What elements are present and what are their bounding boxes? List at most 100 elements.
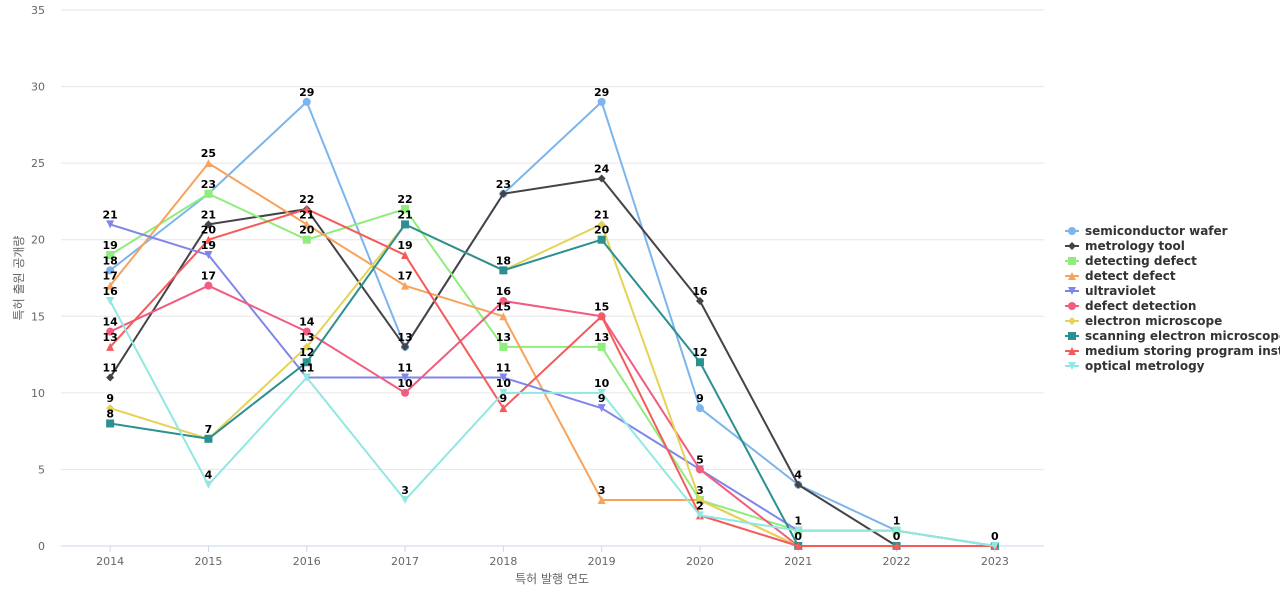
series-defect-detection [106,281,999,550]
data-label: 19 [201,239,216,252]
data-label: 4 [794,469,802,482]
data-label: 11 [102,362,117,375]
y-tick-label: 10 [31,387,45,400]
data-label: 13 [594,331,609,344]
legend-item-medium-storing-program-inst: medium storing program inst... [1065,344,1280,358]
legend-marker [1068,332,1076,340]
point-electron-microscope [597,220,606,229]
point-medium-storing-program-inst [302,205,311,214]
series-line-medium-storing-program-inst [109,208,996,547]
data-label: 21 [594,208,609,221]
data-label: 15 [594,300,609,313]
data-label: 9 [598,392,606,405]
y-tick-label: 35 [31,4,45,17]
point-medium-storing-program-inst [204,235,213,244]
y-tick-label: 25 [31,157,45,170]
data-label: 21 [102,208,117,221]
series-line-detect-defect [109,162,996,547]
data-label: 4 [205,469,213,482]
legend-label: electron microscope [1085,314,1222,328]
data-label: 23 [201,178,216,191]
point-optical-metrology [794,526,803,535]
data-label: 21 [397,208,412,221]
data-label: 12 [692,346,707,359]
data-label: 14 [299,316,315,329]
point-detecting-defect [106,251,115,260]
data-label: 1 [794,515,802,528]
series-line-defect-detection [109,284,996,547]
point-scanning-electron-microscope [204,434,213,443]
point-optical-metrology [302,373,311,382]
point-detecting-defect [597,342,606,351]
data-label: 11 [299,362,314,375]
data-label: 5 [696,453,704,466]
legend-label: medium storing program inst... [1085,344,1280,358]
legend-marker [1068,287,1076,295]
data-label: 10 [496,377,512,390]
data-label: 18 [496,254,511,267]
point-medium-storing-program-inst [597,312,606,321]
legend-item-scanning-electron-microscope: scanning electron microscope [1065,329,1280,343]
series-semiconductor-wafer [106,97,999,550]
series-electron-microscope [106,220,999,550]
data-label: 3 [696,484,704,497]
data-label: 3 [401,484,409,497]
data-label: 15 [496,300,511,313]
data-label: 21 [201,208,216,221]
y-tick-label: 30 [31,81,45,94]
series-detect-defect [106,159,999,550]
data-label: 29 [594,86,609,99]
point-optical-metrology [892,526,901,535]
point-ultraviolet [204,251,213,260]
legend-item-optical-metrology: optical metrology [1065,359,1205,373]
legend-label: metrology tool [1085,239,1185,253]
series-line-electron-microscope [109,223,996,547]
data-label: 13 [299,331,314,344]
point-optical-metrology [990,542,999,550]
point-scanning-electron-microscope [499,266,508,275]
data-label: 10 [594,377,610,390]
series-layer [106,97,999,550]
point-optical-metrology [499,388,508,397]
point-medium-storing-program-inst [401,251,410,260]
point-metrology-tool [401,342,410,351]
data-label: 25 [201,147,216,160]
legend-item-semiconductor-wafer: semiconductor wafer [1065,224,1228,238]
point-detect-defect [106,281,115,290]
series-line-ultraviolet [109,223,996,547]
legend-marker [1068,317,1076,325]
y-tick-label: 15 [31,310,45,323]
point-defect-detection [204,281,213,290]
data-label: 11 [496,362,511,375]
data-label: 10 [397,377,413,390]
data-label: 23 [496,178,511,191]
data-label: 9 [696,392,704,405]
legend-item-ultraviolet: ultraviolet [1065,284,1156,298]
point-defect-detection [106,327,115,336]
data-label: 13 [102,331,117,344]
point-optical-metrology [401,496,410,505]
point-medium-storing-program-inst [892,542,901,550]
data-label-layer: 2119181716141311982523212019177429222120… [102,86,999,543]
legend-marker [1068,347,1076,355]
point-scanning-electron-microscope [695,358,704,367]
data-label: 13 [397,331,412,344]
legend-marker [1068,302,1076,310]
data-label: 24 [594,162,610,175]
point-optical-metrology [204,480,213,489]
legend-marker [1068,362,1076,370]
legend-item-electron-microscope: electron microscope [1065,314,1222,328]
data-label: 11 [397,362,412,375]
point-detect-defect [204,159,213,168]
x-tick-label: 2023 [981,555,1009,568]
point-metrology-tool [499,189,508,198]
legend-label: detect defect [1085,269,1176,283]
x-tick-label: 2019 [588,555,616,568]
point-electron-microscope [695,496,704,505]
point-ultraviolet [499,373,508,382]
legend-label: ultraviolet [1085,284,1156,298]
data-label: 29 [299,86,314,99]
